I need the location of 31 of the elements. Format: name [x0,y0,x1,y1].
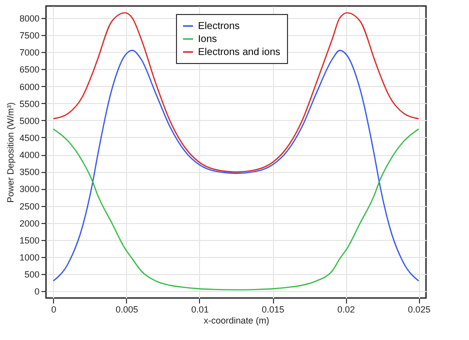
y-tick-label: 4000 [19,150,40,160]
y-tick-label: 1500 [19,235,40,246]
x-tick-label: 0.01 [191,304,209,314]
legend-label: Electrons [198,21,240,32]
x-tick-label: 0 [51,304,56,314]
y-tick-label: 7500 [19,30,40,41]
y-tick-label: 4500 [19,132,40,143]
y-tick-label: 0 [34,286,40,297]
y-tick-label: 500 [24,270,40,280]
x-tick-label: 0.005 [116,304,138,314]
x-axis-title: x-coordinate (m) [204,316,270,326]
y-tick-label: 6500 [19,64,40,75]
y-tick-label: 3500 [19,167,40,178]
y-tick-label: 2000 [19,218,40,228]
line-series [52,12,420,173]
line-series [52,128,420,290]
legend-label: Electrons and ions [198,47,280,58]
x-tick-label: 0.02 [337,304,355,314]
y-tick-label: 3000 [19,184,40,194]
y-tick-label: 5000 [19,116,40,126]
y-tick-label: 5500 [19,98,40,109]
y-axis-title: Power Deposition (W/m³) [5,102,16,203]
legend-label: Ions [198,34,217,45]
y-tick-label: 1000 [19,252,40,263]
y-tick-label: 2500 [19,201,40,212]
line-series [52,50,420,282]
x-tick-label: 0.015 [262,304,284,314]
y-tick-label: 7000 [19,48,40,58]
x-tick-label: 0.025 [408,304,430,314]
y-tick-label: 8000 [19,13,40,24]
y-tick-label: 6000 [19,82,40,92]
